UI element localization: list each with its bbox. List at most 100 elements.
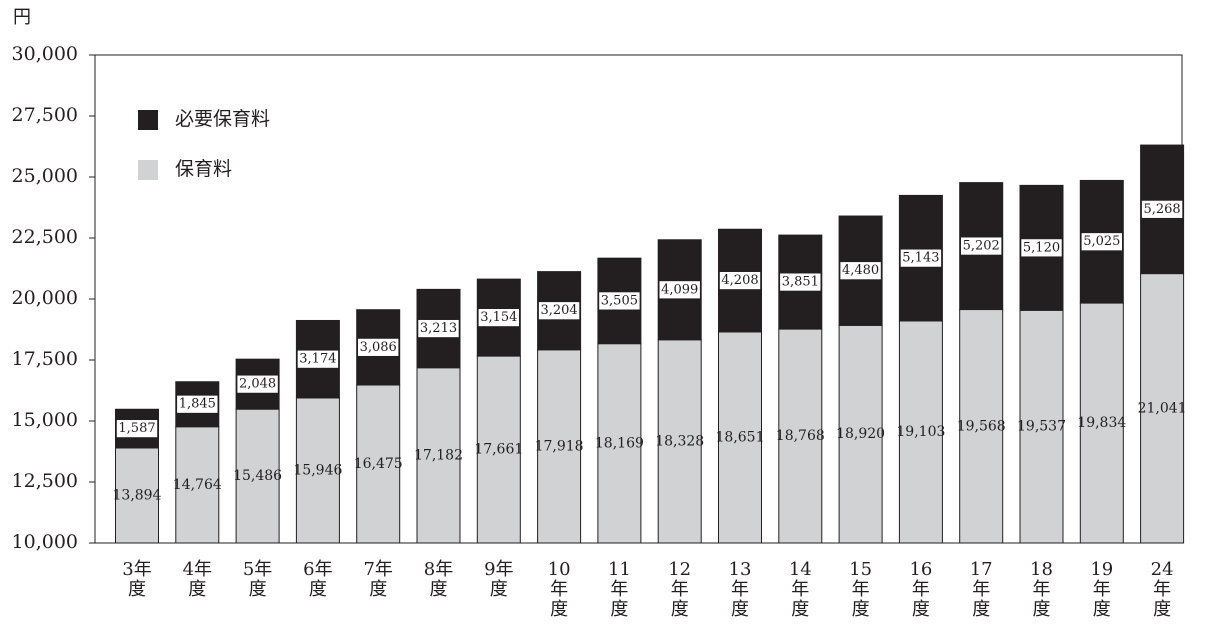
legend-swatch (138, 160, 158, 180)
value-label-box (1020, 238, 1063, 258)
value-label: 5,143 (902, 251, 939, 266)
value-label: 2,048 (239, 377, 276, 392)
y-tick-label: 10,000 (12, 531, 78, 553)
bar-segment (235, 408, 280, 544)
y-tick-label: 27,500 (12, 104, 78, 126)
value-label: 3,086 (360, 340, 397, 355)
bar-segment (115, 447, 159, 544)
x-tick-label: 3年度 (122, 559, 152, 600)
value-label: 15,946 (293, 462, 342, 478)
value-label: 16,475 (354, 456, 403, 472)
value-label: 14,764 (173, 477, 222, 493)
value-label: 18,920 (836, 426, 885, 442)
value-label: 19,103 (896, 424, 945, 440)
bar-segment (295, 397, 340, 544)
value-label: 15,486 (233, 468, 282, 484)
value-label: 5,120 (1023, 240, 1060, 255)
value-label: 3,174 (299, 352, 336, 367)
value-label-box (417, 319, 460, 338)
bar-segment (175, 426, 220, 544)
value-label: 3,505 (601, 293, 638, 308)
x-tick-label: 16年度 (909, 559, 933, 620)
value-label-box (598, 291, 641, 311)
value-label: 17,182 (414, 447, 463, 463)
value-label: 3,213 (420, 321, 457, 336)
value-label: 21,041 (1138, 400, 1187, 416)
bar-segment (1019, 309, 1064, 544)
value-label-box (357, 337, 400, 357)
value-label: 19,834 (1077, 415, 1126, 431)
x-tick-label: 18年度 (1030, 559, 1053, 620)
legend-label: 必要保育料 (175, 108, 270, 130)
value-label: 1,845 (179, 397, 216, 412)
x-tick-label: 9年度 (484, 559, 514, 600)
x-tick-label: 17年度 (969, 559, 993, 620)
bar-segment (356, 384, 401, 544)
value-label: 5,268 (1143, 202, 1180, 217)
bar-segment (718, 331, 762, 544)
y-tick-label: 15,000 (12, 409, 78, 431)
x-tick-label: 15年度 (849, 559, 873, 620)
value-label: 4,480 (842, 263, 879, 278)
x-tick-label: 8年度 (423, 559, 454, 600)
value-label-box (718, 271, 762, 290)
value-label-box (1080, 232, 1123, 252)
bar-segment (838, 324, 883, 544)
y-tick-label: 20,000 (12, 287, 78, 309)
value-label-box (658, 280, 701, 300)
bar-segment (537, 349, 582, 544)
value-label: 4,208 (721, 273, 758, 288)
x-tick-label: 12年度 (668, 559, 692, 620)
x-tick-label: 4年度 (182, 559, 213, 600)
x-tick-label: 11年度 (607, 559, 631, 620)
value-label: 3,851 (782, 275, 819, 290)
legend-swatch (138, 110, 158, 130)
value-label-box (236, 374, 279, 394)
value-label: 5,025 (1083, 234, 1120, 249)
x-tick-label: 19年度 (1090, 559, 1114, 620)
value-label: 1,587 (118, 421, 155, 436)
bar-segment (1140, 273, 1185, 544)
value-label-box (115, 419, 159, 439)
value-label-box (779, 272, 822, 292)
value-label-box (477, 308, 520, 327)
value-label-box (538, 301, 581, 321)
legend-label: 保育料 (175, 158, 232, 180)
value-label: 18,169 (595, 435, 644, 451)
x-tick-label: 5年度 (242, 559, 273, 600)
value-label: 19,537 (1017, 419, 1066, 435)
y-axis-unit: 円 (13, 7, 31, 28)
value-label: 19,568 (957, 418, 1006, 434)
value-label: 5,202 (963, 239, 1000, 254)
value-label: 17,918 (535, 438, 584, 454)
bar-segment (1079, 302, 1124, 544)
x-tick-label: 24年度 (1150, 559, 1174, 620)
value-label: 18,651 (716, 429, 765, 445)
x-tick-label: 10年度 (547, 559, 571, 620)
value-label: 3,204 (540, 303, 577, 318)
value-label: 3,154 (480, 310, 517, 325)
value-label-box (839, 261, 882, 281)
y-tick-label: 12,500 (12, 470, 78, 492)
value-label-box (296, 349, 339, 369)
value-label-box (176, 394, 219, 414)
value-label-box (1141, 199, 1184, 219)
bar-segment (597, 343, 642, 544)
x-tick-label: 7年度 (363, 559, 393, 600)
bar-segment (898, 320, 943, 544)
value-label: 18,328 (655, 433, 704, 449)
value-label: 17,661 (474, 442, 523, 458)
y-tick-label: 25,000 (12, 165, 78, 187)
x-tick-label: 14年度 (788, 559, 812, 620)
value-label: 18,768 (776, 428, 825, 444)
x-tick-label: 6年度 (303, 559, 333, 600)
y-tick-label: 17,500 (12, 348, 78, 370)
value-label-box (899, 248, 942, 268)
value-label-box (960, 236, 1003, 256)
value-label: 13,894 (113, 487, 162, 503)
value-label: 4,099 (661, 282, 698, 297)
y-tick-label: 22,500 (12, 226, 78, 248)
y-tick-label: 30,000 (12, 43, 78, 65)
